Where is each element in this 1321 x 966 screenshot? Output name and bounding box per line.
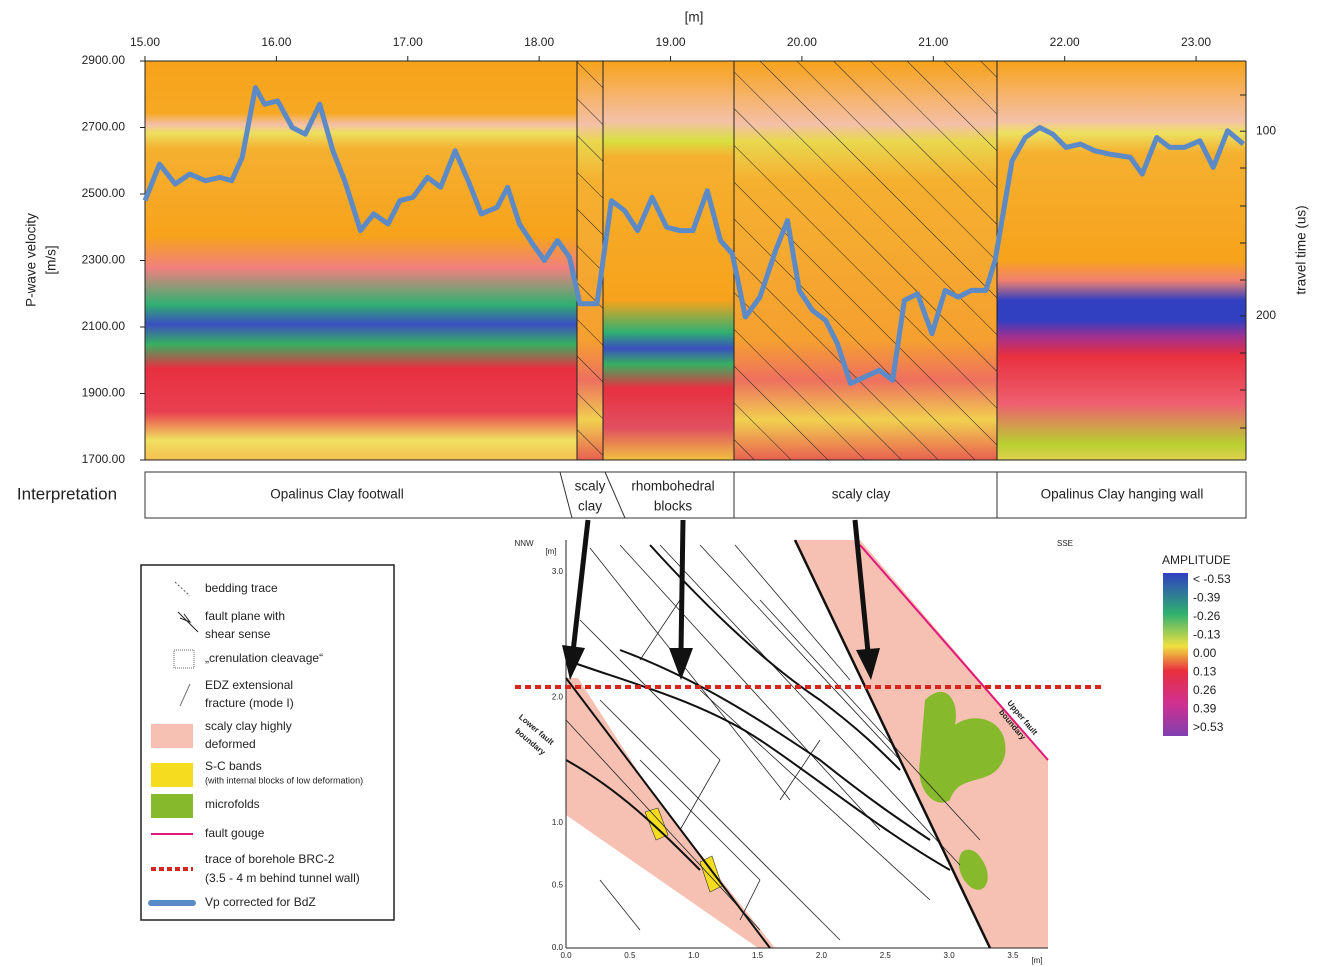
legend-note: (with internal blocks of low deformation… [205, 775, 363, 785]
colorbar-label: 0.39 [1193, 702, 1217, 716]
colorbar-label: 0.26 [1193, 683, 1217, 697]
y2-tick-label: 200 [1256, 308, 1276, 322]
legend-label: fault gouge [205, 826, 265, 840]
legend-label: S-C bands [205, 759, 262, 773]
y-tick-label: 2300.00 [82, 253, 126, 267]
y-tick-label: 2500.00 [82, 186, 126, 200]
y-tick-label: 1700.00 [82, 452, 126, 466]
x-tick-label: 18.00 [524, 35, 554, 49]
legend-label: „crenulation cleavage“ [205, 651, 323, 665]
legend-label: deformed [205, 737, 256, 751]
legend-label: microfolds [205, 797, 260, 811]
legend-label: Vp corrected for BdZ [205, 895, 316, 909]
legend-label: (3.5 - 4 m behind tunnel wall) [205, 871, 360, 885]
x-tick-label: 20.00 [787, 35, 817, 49]
diagram-x-tick: 0.0 [560, 951, 572, 960]
y2-tick-label: 100 [1256, 123, 1276, 137]
diagram-x-tick: 3.0 [944, 951, 956, 960]
colorbar-label: -0.26 [1193, 609, 1221, 623]
colorbar-title: AMPLITUDE [1162, 553, 1231, 567]
y-axis-unit: [m/s] [44, 245, 59, 274]
x-tick-label: 15.00 [130, 35, 160, 49]
interpretation-cell: Opalinus Clay footwall [270, 487, 404, 502]
legend-label: fault plane with [205, 609, 285, 623]
x-tick-label: 19.00 [656, 35, 686, 49]
diagram-y-unit: [m] [545, 547, 556, 556]
interpretation-cell: scaly clay [832, 487, 891, 502]
diagram-y-tick: 0.5 [552, 880, 564, 889]
legend-label: fracture (mode I) [205, 696, 294, 710]
x-tick-label: 21.00 [918, 35, 948, 49]
interpretation-cell: rhombohedral [631, 479, 714, 494]
x-tick-label: 16.00 [261, 35, 291, 49]
diagram-x-unit: [m] [1031, 956, 1042, 965]
interpretation: Interpretation Opalinus Clay footwall sc… [17, 472, 1246, 518]
legend-label: scaly clay highly [205, 719, 292, 733]
diagram-y-tick: 2.0 [552, 693, 564, 702]
diagram-left: NNW [514, 539, 534, 548]
y-tick-label: 2700.00 [82, 120, 126, 134]
interpretation-cell: blocks [654, 499, 693, 514]
diagram-y-tick: 0.0 [552, 943, 564, 952]
colorbar-label: 0.00 [1193, 646, 1217, 660]
legend-label: EDZ extensional [205, 678, 293, 692]
legend-label: shear sense [205, 627, 271, 641]
colorbar-label: 0.13 [1193, 665, 1217, 679]
y2-axis-label: travel time (us) [1294, 205, 1309, 294]
diagram-x-tick: 1.0 [688, 951, 700, 960]
x-axis-label: [m] [685, 10, 704, 25]
interpretation-cell: clay [578, 499, 602, 514]
interpretation-title: Interpretation [17, 484, 117, 503]
colorbar-label: >0.53 [1193, 720, 1224, 734]
figure: [m] P-wave velocity [m/s] travel time (u… [0, 0, 1321, 966]
diagram-y-tick: 1.0 [552, 818, 564, 827]
y-tick-label: 2100.00 [82, 319, 126, 333]
x-tick-label: 23.00 [1181, 35, 1211, 49]
diagram-x-tick: 3.5 [1007, 951, 1019, 960]
y-axis-label: P-wave velocity [24, 213, 39, 307]
diagram-right: SSE [1057, 539, 1073, 548]
x-tick-label: 22.00 [1050, 35, 1080, 49]
diagram [515, 520, 1102, 948]
diagram-x-tick: 0.5 [624, 951, 636, 960]
legend-label: bedding trace [205, 581, 278, 595]
legend: bedding trace fault plane with shear sen… [141, 565, 394, 920]
colorbar-label: < -0.53 [1193, 572, 1231, 586]
diagram-x-tick: 2.5 [880, 951, 892, 960]
colorbar-label: -0.39 [1193, 591, 1221, 605]
y-tick-label: 2900.00 [82, 53, 126, 67]
colorbar-label: -0.13 [1193, 628, 1221, 642]
y-tick-label: 1900.00 [82, 386, 126, 400]
x-tick-label: 17.00 [393, 35, 423, 49]
diagram-x-tick: 2.0 [816, 951, 828, 960]
diagram-x-tick: 1.5 [752, 951, 764, 960]
diagram-y-tick: 3.0 [552, 567, 564, 576]
interpretation-cell: scaly [575, 479, 606, 494]
legend-label: trace of borehole BRC-2 [205, 852, 335, 866]
interpretation-cell: Opalinus Clay hanging wall [1041, 487, 1204, 502]
